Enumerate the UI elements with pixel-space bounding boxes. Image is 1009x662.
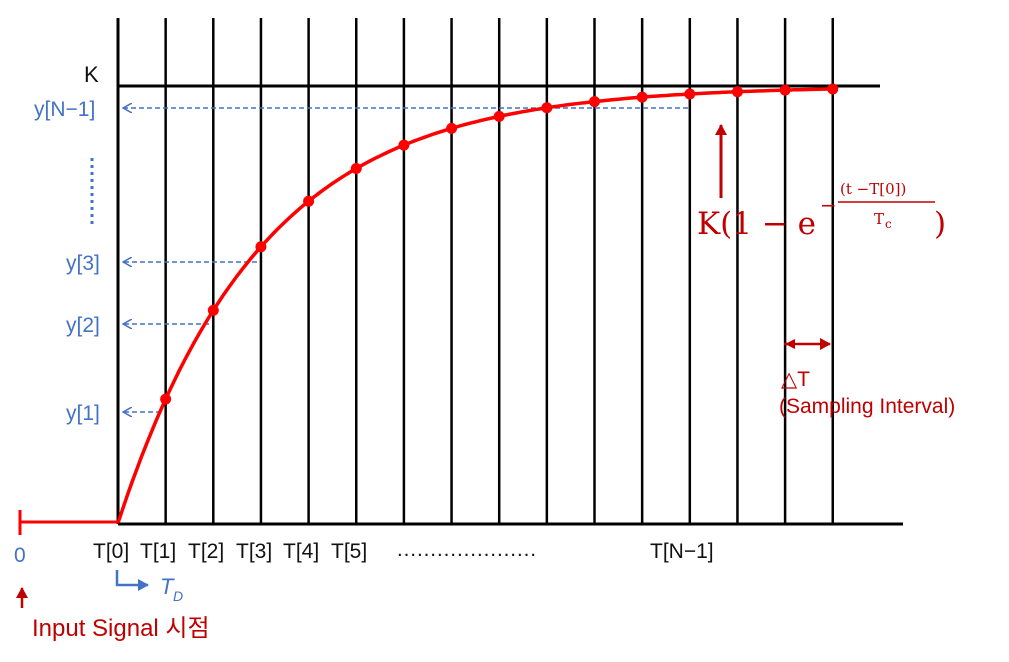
y-label-n-1: y[N−1] bbox=[34, 98, 95, 121]
sample-point bbox=[589, 96, 600, 108]
sample-point bbox=[255, 241, 267, 253]
y-label-2: y[2] bbox=[66, 314, 100, 337]
value-guides bbox=[124, 108, 688, 412]
origin-label: 0 bbox=[14, 544, 26, 567]
sampling-interval-label: (Sampling Interval) bbox=[779, 395, 955, 418]
t-label-n-1: T[N−1] bbox=[650, 540, 714, 563]
sample-point bbox=[207, 304, 219, 316]
formula: K(1 − e − (t −T[0]) T c ) bbox=[697, 180, 946, 242]
formula-numerator: (t −T[0]) bbox=[840, 180, 906, 198]
td-label: T bbox=[160, 574, 175, 599]
sample-point bbox=[827, 83, 839, 95]
sample-point bbox=[684, 88, 696, 100]
sample-point bbox=[493, 110, 505, 122]
sample-point bbox=[350, 163, 362, 175]
td-subscript: D bbox=[173, 588, 183, 604]
formula-denominator-sub: c bbox=[885, 217, 892, 231]
formula-denominator: T bbox=[874, 210, 884, 228]
delta-t-arrow-left-head bbox=[785, 339, 795, 349]
input-signal-label: Input Signal 시점 bbox=[32, 615, 210, 642]
t-label-5: T[5] bbox=[331, 540, 367, 563]
td-arrow bbox=[115, 570, 149, 591]
t-dots: ………………… bbox=[396, 538, 536, 561]
response-curve bbox=[116, 87, 833, 524]
k-label: K bbox=[84, 62, 99, 87]
t-label-3: T[3] bbox=[236, 540, 272, 563]
sample-point bbox=[636, 91, 648, 103]
y-label-1: y[1] bbox=[66, 402, 100, 425]
t-label-1: T[1] bbox=[140, 540, 176, 563]
delta-t-label: △T bbox=[781, 368, 810, 391]
sample-point bbox=[541, 102, 553, 114]
y-label-3: y[3] bbox=[66, 252, 100, 275]
t-label-0: T[0] bbox=[93, 540, 129, 563]
t-label-2: T[2] bbox=[188, 540, 224, 563]
sample-point bbox=[160, 393, 172, 405]
formula-prefix: K(1 − e bbox=[697, 206, 816, 242]
sample-points bbox=[160, 83, 839, 405]
formula-suffix: ) bbox=[934, 206, 946, 242]
sample-point bbox=[303, 195, 315, 207]
formula-exp-minus: − bbox=[820, 193, 837, 217]
sample-point bbox=[446, 122, 458, 134]
t-label-4: T[4] bbox=[283, 540, 319, 563]
sample-point bbox=[731, 86, 743, 98]
sample-point bbox=[779, 84, 791, 96]
sample-point bbox=[398, 139, 410, 151]
